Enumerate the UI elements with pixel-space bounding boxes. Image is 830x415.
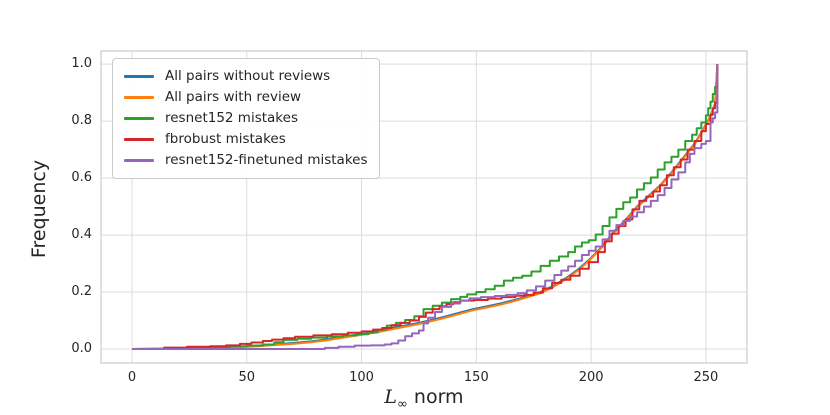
legend-item: fbrobust mistakes (120, 129, 368, 150)
x-axis-label-subscript: ∞ (397, 396, 408, 412)
legend-line-swatch (124, 75, 154, 78)
legend-line-swatch (124, 138, 154, 141)
x-tick-label-0: 0 (127, 370, 137, 385)
series-line-resnet152-mistakes (131, 64, 719, 351)
legend-line-swatch (124, 117, 154, 120)
y-tick-label-0.8: 0.8 (71, 113, 92, 129)
y-tick-label-0.2: 0.2 (71, 284, 92, 300)
x-tick-label-150: 150 (463, 370, 489, 385)
legend-item: resnet152 mistakes (120, 108, 368, 129)
legend-label: resnet152-finetuned mistakes (165, 152, 368, 168)
legend-line-swatch (124, 96, 154, 99)
legend-item: resnet152-finetuned mistakes (120, 150, 368, 171)
legend-label: resnet152 mistakes (165, 110, 298, 126)
legend-item: All pairs without reviews (120, 66, 368, 87)
legend-item: All pairs with review (120, 87, 368, 108)
legend-label: All pairs with review (165, 89, 302, 105)
legend-label: All pairs without reviews (165, 68, 331, 84)
y-tick-label-1.0: 1.0 (71, 56, 92, 72)
x-axis-label-rest: norm (407, 386, 464, 408)
series-line-fbrobust-mistakes (131, 64, 719, 351)
legend: All pairs without reviews All pairs with … (112, 58, 380, 179)
x-tick-label-100: 100 (349, 370, 374, 385)
series-line-resnet152-finetuned-mistakes (131, 64, 719, 351)
axes-frame (100, 50, 748, 364)
x-tick-label-200: 200 (578, 370, 604, 385)
legend-label: fbrobust mistakes (165, 131, 286, 147)
x-axis-label: L∞ norm (324, 386, 524, 412)
y-tick-label-0.4: 0.4 (71, 227, 92, 243)
x-tick-label-50: 50 (238, 370, 256, 385)
x-axis-label-letter: L (384, 386, 398, 408)
legend-line-swatch (124, 159, 154, 162)
series-line-all-pairs-with-review (131, 64, 719, 351)
y-axis-label: Frequency (28, 159, 50, 259)
x-tick-label-250: 250 (693, 370, 719, 385)
y-tick-label-0.6: 0.6 (71, 170, 92, 186)
y-tick-label-0.0: 0.0 (71, 341, 92, 357)
